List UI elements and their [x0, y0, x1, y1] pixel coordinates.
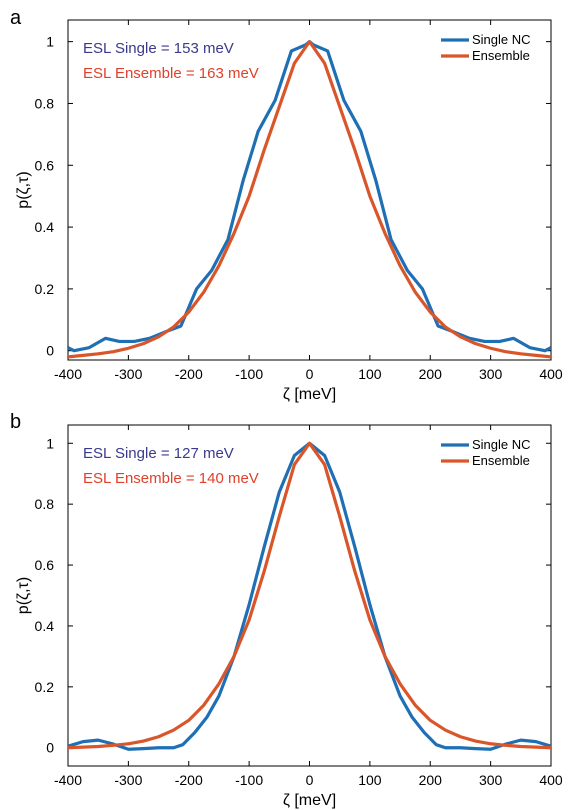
esl-annotation: ESL Single = 153 meV	[83, 40, 234, 57]
y-tick-label: 1	[46, 435, 54, 451]
y-tick-label: 0.4	[35, 219, 55, 235]
esl-annotation: ESL Single = 127 meV	[83, 445, 234, 462]
legend-entry: Ensemble	[472, 453, 530, 468]
x-tick-label: 0	[306, 366, 314, 382]
esl-annotation: ESL Ensemble = 140 meV	[83, 470, 259, 487]
esl-annotation: ESL Ensemble = 163 meV	[83, 65, 259, 82]
series-line-ensemble	[68, 40, 551, 359]
y-tick-label: 0.2	[35, 679, 55, 695]
y-axis-label: p(ζ,τ)	[15, 577, 32, 614]
x-tick-label: 100	[358, 366, 382, 382]
x-tick-label: 400	[539, 772, 563, 788]
series-line-single-nc	[68, 40, 551, 353]
x-tick-label: -400	[54, 772, 82, 788]
x-tick-label: 300	[479, 772, 503, 788]
x-tick-label: 400	[539, 366, 563, 382]
x-tick-label: 0	[306, 772, 314, 788]
y-axis-label: p(ζ,τ)	[15, 171, 32, 208]
y-tick-label: 0.6	[35, 157, 55, 173]
y-tick-label: 0.4	[35, 618, 55, 634]
panel-letter: a	[10, 7, 22, 29]
x-tick-label: -100	[235, 366, 263, 382]
x-tick-label: 300	[479, 366, 503, 382]
y-tick-label: 1	[46, 34, 54, 50]
chart-panel-a: a -400 -300 -200 -100 0 100 200 300 400 0 0.2 0.4 0.6…	[10, 7, 563, 403]
x-tick-label: -400	[54, 366, 82, 382]
x-tick-label: -100	[235, 772, 263, 788]
x-tick-label: -300	[114, 366, 142, 382]
y-tick-label: 0.8	[35, 496, 55, 512]
legend-entry: Ensemble	[472, 48, 530, 63]
series-line-ensemble	[68, 441, 551, 750]
x-tick-label: -300	[114, 772, 142, 788]
chart-panel-b: b -400 -300 -200 -100 0 100 200 300 400 0 0.2 0.4 0.6…	[10, 411, 563, 809]
y-tick-label: 0.8	[35, 95, 55, 111]
x-axis-label: ζ [meV]	[283, 386, 336, 403]
y-tick-label: 0	[46, 740, 54, 756]
series-line-single-nc	[68, 441, 551, 751]
y-tick-label: 0.6	[35, 557, 55, 573]
x-tick-label: 200	[419, 772, 443, 788]
x-tick-label: 100	[358, 772, 382, 788]
x-tick-label: 200	[419, 366, 443, 382]
x-tick-label: -200	[175, 366, 203, 382]
panel-letter: b	[10, 411, 21, 433]
x-axis-label: ζ [meV]	[283, 792, 336, 809]
legend-entry: Single NC	[472, 437, 531, 452]
legend-entry: Single NC	[472, 32, 531, 47]
y-tick-label: 0.2	[35, 281, 55, 297]
x-tick-label: -200	[175, 772, 203, 788]
y-tick-label: 0	[46, 343, 54, 359]
